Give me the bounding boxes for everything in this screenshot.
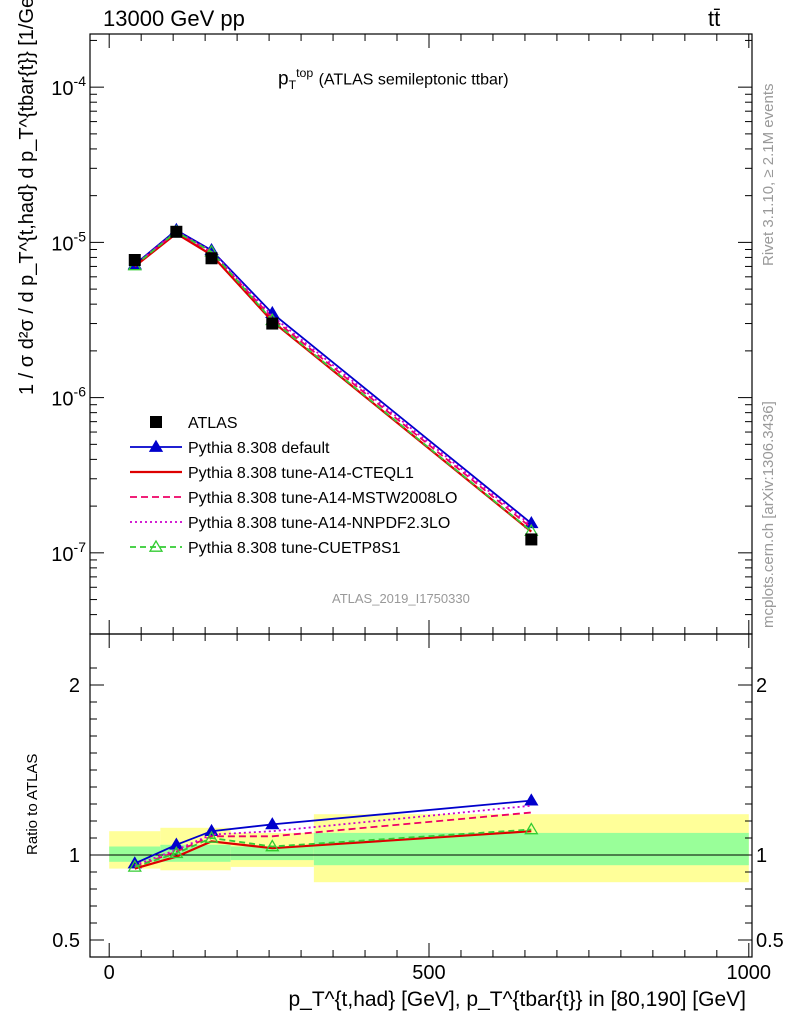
main-line-cteql1 bbox=[134, 232, 532, 533]
main-ytick-label-3: 10-4 bbox=[51, 73, 86, 100]
ratio-line-mstw bbox=[134, 811, 532, 868]
plot-title-sub: T bbox=[288, 78, 297, 93]
legend-label-default: Pythia 8.308 default bbox=[188, 440, 330, 457]
ratio-axis-label: Ratio to ATLAS bbox=[24, 753, 41, 855]
main-point-data-4 bbox=[525, 533, 538, 546]
header-right: tt̄ bbox=[708, 6, 721, 31]
legend: ATLAS Pythia 8.308 default Pythia 8.308 tu… bbox=[130, 415, 457, 557]
main-ytick-label-2: 10-5 bbox=[51, 228, 86, 255]
mcplots-label: mcplots.cern.ch [arXiv:1306.3436] bbox=[760, 401, 777, 628]
x-tick-label-0: 0 bbox=[104, 962, 115, 984]
main-line-cuetp8s1 bbox=[134, 230, 532, 532]
ratio-line-cuetp8s1 bbox=[134, 828, 532, 868]
ratio-frame bbox=[89, 633, 753, 958]
header-left: 13000 GeV pp bbox=[103, 6, 245, 31]
ratio-point-cuetp8s1-1 bbox=[169, 846, 184, 859]
rivet-label: Rivet 3.1.10, ≥ 2.1M events bbox=[760, 83, 777, 267]
main-point-data-3 bbox=[266, 317, 279, 330]
main-point-data-1 bbox=[170, 225, 183, 238]
axes-group: 10-7 10-6 10-5 10-4 0 500 1000 0.5 0.5 1 1 2 2 bbox=[51, 33, 784, 984]
x-tick-label-1: 500 bbox=[412, 962, 445, 984]
ratio-point-default-3 bbox=[265, 817, 280, 830]
plot-title-sup: top bbox=[296, 66, 314, 80]
ratio-point-default-1 bbox=[169, 837, 184, 850]
main-ytick-label-0: 10-7 bbox=[51, 539, 86, 566]
ratio-ytick-label-right-2: 2 bbox=[756, 675, 767, 697]
ratio-ytick-label-right-1: 1 bbox=[756, 845, 767, 867]
legend-label-cuetp8s1: Pythia 8.308 tune-CUETP8S1 bbox=[188, 540, 401, 557]
main-point-data-0 bbox=[128, 254, 141, 267]
plot-title-desc: (ATLAS semileptonic ttbar) bbox=[318, 71, 509, 89]
plot-title: pTtop (ATLAS semileptonic ttbar) bbox=[278, 66, 509, 92]
ratio-ytick-label-right-0: 0.5 bbox=[756, 930, 784, 952]
main-point-data-2 bbox=[205, 252, 218, 265]
ratio-point-cuetp8s1-0 bbox=[127, 859, 142, 872]
ratio-point-cuetp8s1-2 bbox=[204, 830, 219, 843]
ratio-ytick-label-left-1: 1 bbox=[69, 845, 80, 867]
legend-label-mstw: Pythia 8.308 tune-A14-MSTW2008LO bbox=[188, 490, 457, 507]
x-tick-label-2: 1000 bbox=[727, 962, 772, 984]
ratio-point-default-4 bbox=[524, 793, 539, 806]
y-axis-label-text: 1 / σ d²σ / d p_T^{t,had} d p_T^{tbar{t}… bbox=[16, 0, 38, 395]
legend-label-cteql1: Pythia 8.308 tune-A14-CTEQL1 bbox=[188, 465, 414, 482]
ratio-ytick-label-left-2: 2 bbox=[69, 675, 80, 697]
legend-marker-cuetp8s1 bbox=[148, 539, 164, 552]
legend-label-nnpdf: Pythia 8.308 tune-A14-NNPDF2.3LO bbox=[188, 515, 450, 532]
ratio-line-cteql1 bbox=[134, 830, 532, 870]
ratio-point-cuetp8s1-4 bbox=[524, 822, 539, 835]
y-axis-label: 1 / σ d²σ / d p_T^{t,had} d p_T^{tbar{t}… bbox=[16, 0, 39, 395]
ratio-band-inner-2 bbox=[230, 846, 314, 861]
legend-marker-default bbox=[148, 439, 164, 452]
x-axis-label: p_T^{t,had} [GeV], p_T^{tbar{t}} in [80,… bbox=[288, 988, 746, 1011]
ratio-band-inner-3 bbox=[313, 832, 749, 866]
ratio-series-group bbox=[127, 793, 539, 872]
ratio-line-nnpdf bbox=[134, 804, 532, 867]
legend-marker-data bbox=[150, 416, 162, 428]
plot-title-main: p bbox=[278, 68, 289, 90]
ratio-uncertainty-bands bbox=[90, 814, 752, 883]
ratio-point-cuetp8s1-3 bbox=[265, 839, 280, 852]
main-ytick-label-1: 10-6 bbox=[51, 384, 86, 411]
ratio-ytick-label-left-0: 0.5 bbox=[52, 930, 80, 952]
legend-label-data: ATLAS bbox=[188, 415, 238, 432]
main-series-group bbox=[127, 222, 539, 546]
watermark: ATLAS_2019_I1750330 bbox=[332, 591, 470, 606]
